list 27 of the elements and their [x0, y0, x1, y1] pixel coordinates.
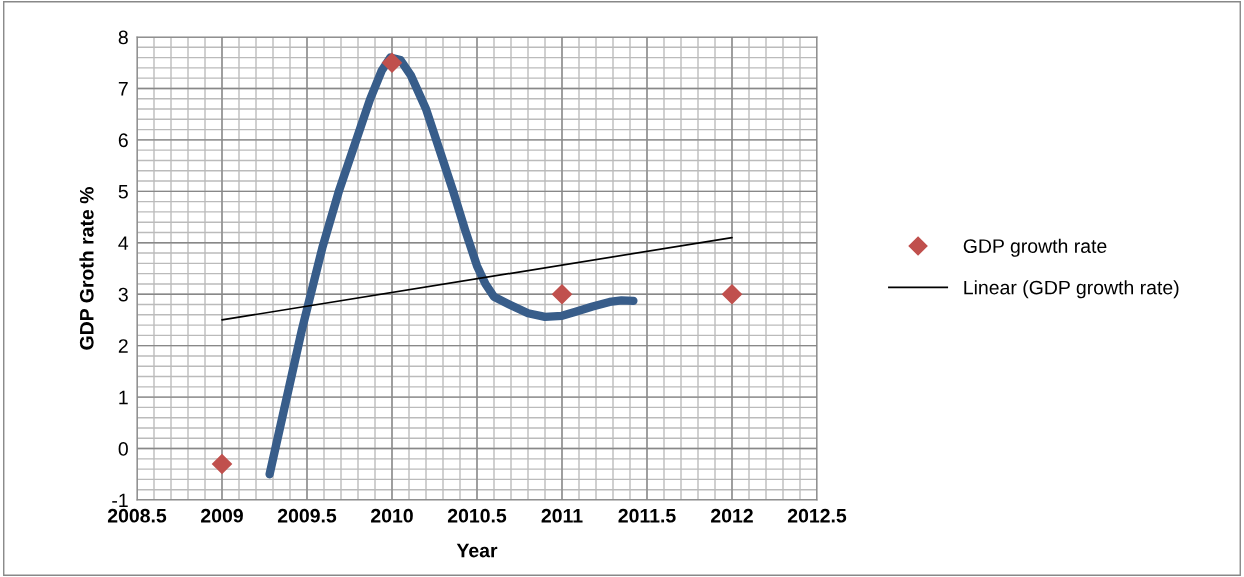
x-axis-title: Year	[456, 543, 498, 558]
point	[721, 283, 743, 305]
y-tick-label: 1	[119, 390, 128, 405]
x-tick-label: 2010	[371, 508, 413, 523]
legend-label: GDP growth rate	[963, 238, 1107, 257]
y-tick-label: -1	[112, 493, 128, 508]
y-tick-label: 3	[118, 287, 128, 302]
x-tick-label: 2012	[711, 508, 753, 523]
x-tick-label: 2010.5	[447, 508, 507, 523]
x-tick-label: 2009.5	[277, 508, 337, 523]
y-tick-label: 8	[118, 30, 128, 45]
y-axis-title: GDP Groth rate %	[79, 187, 94, 350]
x-tick-label: 2011	[541, 508, 583, 523]
x-tick-label: 2009	[201, 508, 243, 523]
x-tick-label: 2012.5	[787, 508, 847, 523]
x-tick-label: 2011.5	[618, 508, 676, 523]
y-tick-label: 6	[118, 133, 128, 148]
y-tick-label: 0	[118, 442, 128, 456]
point	[381, 52, 403, 74]
x-tick-label: 2008.5	[107, 508, 167, 523]
y-tick-label: 2	[118, 339, 128, 353]
y-tick-label: 4	[118, 236, 129, 250]
legend-label: Linear (GDP growth rate)	[964, 280, 1179, 299]
point	[211, 453, 233, 475]
point	[551, 283, 573, 305]
y-tick-label: 5	[118, 185, 128, 199]
y-tick-label: 7	[118, 82, 128, 96]
